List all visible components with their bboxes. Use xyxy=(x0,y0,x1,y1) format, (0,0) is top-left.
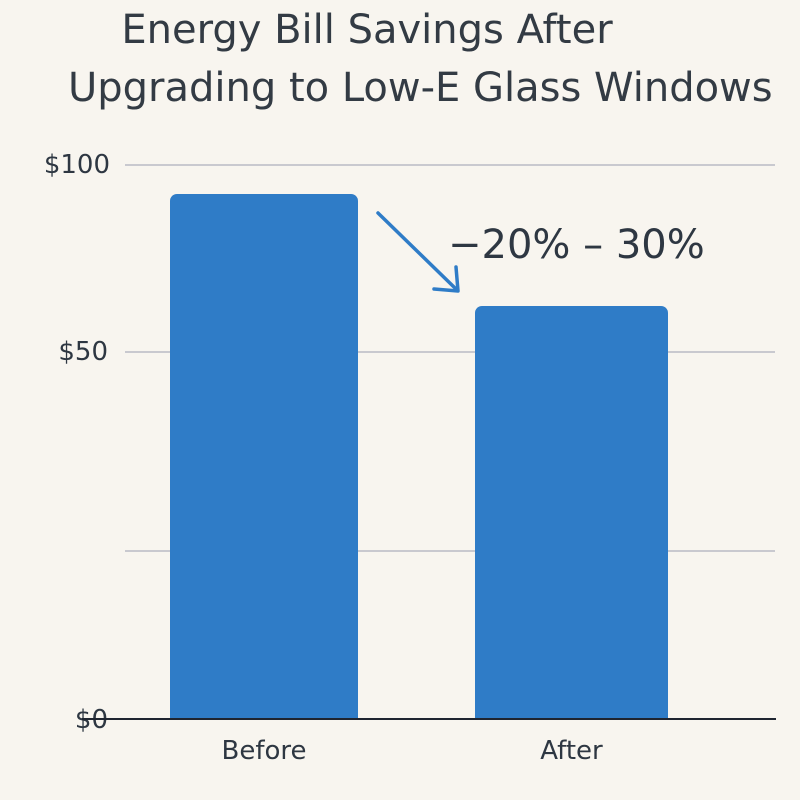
gridline-25 xyxy=(125,550,775,552)
y-tick-50: $50 xyxy=(58,337,108,367)
y-tick-100: $100 xyxy=(43,150,110,180)
x-label-after: After xyxy=(540,736,603,766)
chart-title-line-2: Upgrading to Low-E Glass Windows xyxy=(68,65,773,111)
x-axis xyxy=(82,718,776,720)
savings-annotation: −20% – 30% xyxy=(448,222,705,268)
bar-before xyxy=(170,194,358,719)
x-label-before: Before xyxy=(221,736,307,766)
bar-after xyxy=(475,306,668,719)
gridline-50 xyxy=(125,351,775,353)
gridline-100 xyxy=(125,164,775,166)
chart-title-line-1: Energy Bill Savings After xyxy=(121,7,613,53)
y-tick-0: $0 xyxy=(74,705,108,735)
arrow-down-right-icon xyxy=(376,211,460,293)
